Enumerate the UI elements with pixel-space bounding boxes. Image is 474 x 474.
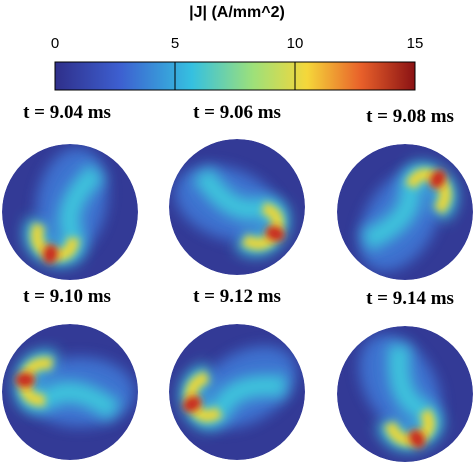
disc	[2, 144, 138, 280]
swirl	[13, 350, 135, 427]
colorbar	[54, 61, 416, 91]
disc	[337, 326, 473, 462]
hotspot	[182, 396, 202, 412]
tick-label: 5	[171, 35, 179, 52]
swirl	[359, 162, 458, 272]
hotspot	[409, 429, 425, 449]
swirl	[24, 147, 108, 267]
panel-label: t = 9.12 ms	[193, 286, 281, 307]
colorbar-title: |J| (A/mm^2)	[189, 4, 285, 21]
panel-label: t = 9.08 ms	[366, 106, 454, 127]
swirl	[180, 346, 297, 430]
tick-label: 10	[287, 35, 304, 52]
hotspot	[15, 373, 35, 387]
disc	[2, 324, 138, 460]
disc	[169, 139, 305, 275]
disc	[337, 144, 473, 280]
tick-label: 0	[51, 35, 59, 52]
swirl	[359, 334, 443, 451]
panel-label: t = 9.04 ms	[23, 102, 111, 123]
panel-label: t = 9.10 ms	[23, 286, 111, 307]
hotspot	[430, 169, 446, 189]
disc	[169, 324, 305, 460]
tick-label: 15	[407, 35, 424, 52]
hotspot	[265, 226, 285, 242]
hotspot	[43, 244, 58, 265]
panel-label: t = 9.06 ms	[193, 102, 281, 123]
panel-label: t = 9.14 ms	[366, 288, 454, 309]
swirl	[174, 165, 290, 257]
